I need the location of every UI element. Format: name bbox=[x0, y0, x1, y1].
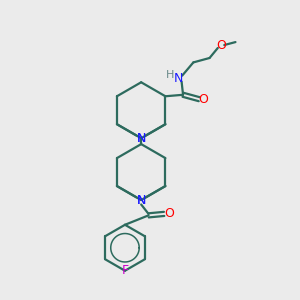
Text: N: N bbox=[136, 194, 146, 207]
Text: H: H bbox=[166, 70, 175, 80]
Text: N: N bbox=[136, 132, 146, 145]
Text: O: O bbox=[198, 93, 208, 106]
Text: O: O bbox=[216, 39, 226, 52]
Text: O: O bbox=[164, 207, 174, 220]
Text: N: N bbox=[136, 194, 146, 207]
Text: N: N bbox=[174, 72, 183, 85]
Text: N: N bbox=[136, 132, 146, 145]
Text: F: F bbox=[122, 264, 128, 277]
